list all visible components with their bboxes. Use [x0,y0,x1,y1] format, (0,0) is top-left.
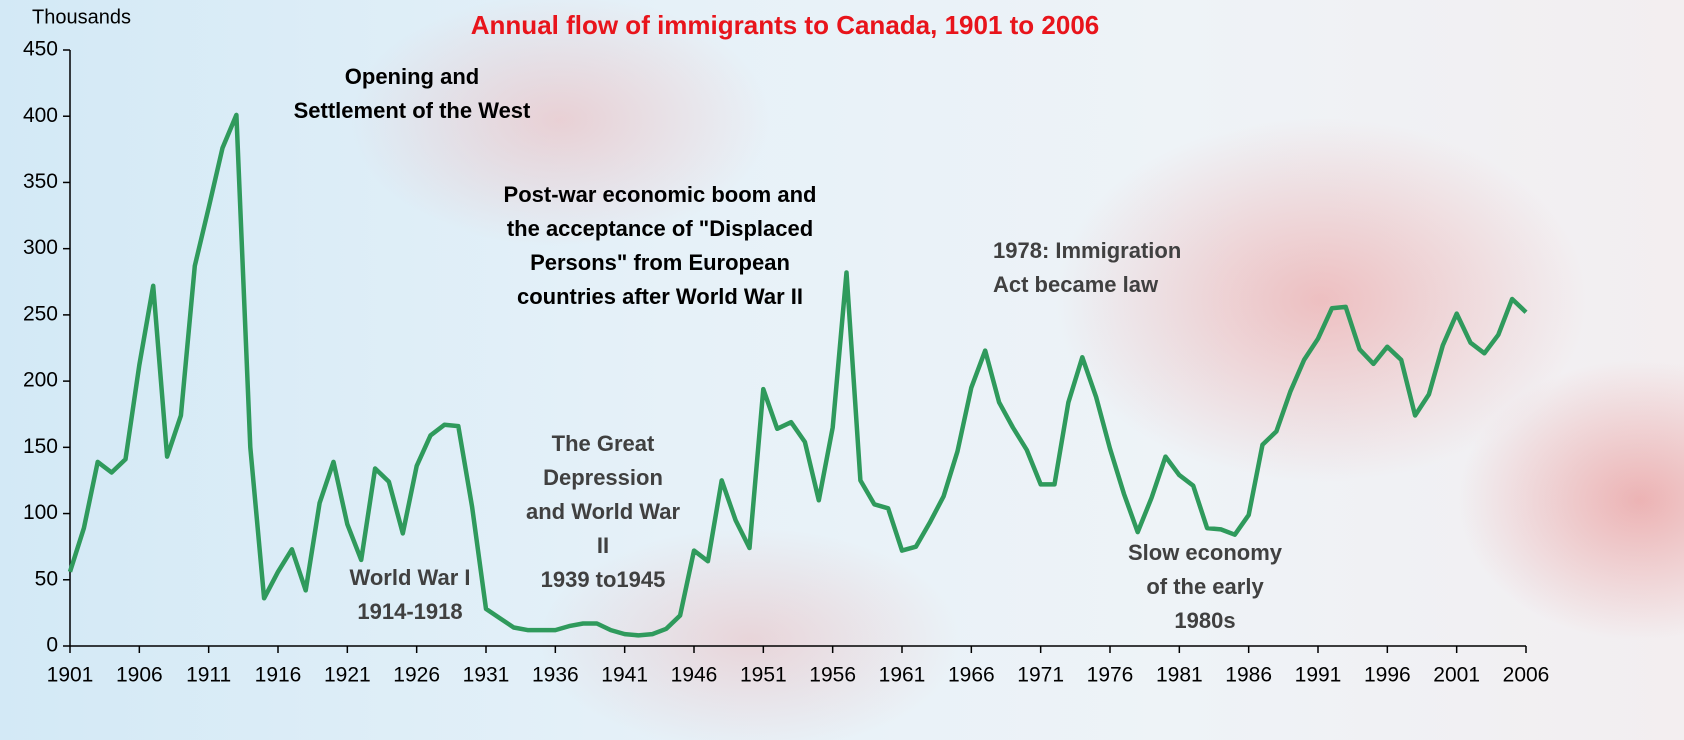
annotation: countries after World War II [517,284,803,309]
x-tick-label: 1996 [1364,664,1411,687]
y-tick-label: 350 [23,170,58,193]
annotation: of the early [1146,574,1264,599]
x-tick-label: 1946 [671,664,718,687]
x-tick-label: 1976 [1087,664,1134,687]
annotation: 1978: Immigration [993,238,1181,263]
y-tick-label: 100 [23,501,58,524]
y-tick-label: 50 [35,567,58,590]
x-tick-label: 1941 [601,664,648,687]
annotation: Slow economy [1128,540,1283,565]
annotation: Depression [543,465,663,490]
annotation: World War I [350,565,471,590]
annotation: Persons" from European [530,250,790,275]
chart-title: Annual flow of immigrants to Canada, 190… [471,10,1099,40]
x-tick-label: 1931 [463,664,510,687]
x-tick-label: 2006 [1503,664,1550,687]
annotation: 1939 to1945 [541,567,666,592]
x-tick-label: 1906 [116,664,163,687]
y-tick-label: 200 [23,369,58,392]
annotation: The Great [552,431,655,456]
annotation: 1914-1918 [357,599,462,624]
x-tick-label: 1926 [393,664,440,687]
annotation: Opening and [345,64,479,89]
y-axis-label: Thousands [32,6,131,28]
x-tick-label: 1911 [186,664,231,687]
x-tick-label: 1961 [879,664,926,687]
annotation: Settlement of the West [294,98,531,123]
y-tick-label: 0 [46,634,58,657]
annotation: II [597,533,609,558]
x-tick-label: 1981 [1156,664,1203,687]
x-tick-label: 1951 [740,664,787,687]
annotation: 1980s [1174,608,1235,633]
annotation: Post-war economic boom and [504,182,817,207]
annotation: the acceptance of "Displaced [507,216,813,241]
x-tick-label: 1966 [948,664,995,687]
x-tick-label: 1971 [1017,664,1064,687]
y-tick-label: 300 [23,236,58,259]
x-tick-label: 1901 [47,664,94,687]
y-tick-label: 400 [23,104,58,127]
annotation: and World War [526,499,680,524]
x-tick-label: 1956 [809,664,856,687]
x-tick-label: 1936 [532,664,579,687]
x-tick-label: 1921 [324,664,371,687]
y-tick-label: 450 [23,38,58,61]
x-tick-label: 2001 [1433,664,1480,687]
x-tick-label: 1991 [1295,664,1342,687]
x-tick-label: 1916 [255,664,302,687]
x-tick-label: 1986 [1225,664,1272,687]
annotation: Act became law [993,272,1159,297]
y-tick-label: 150 [23,435,58,458]
y-tick-label: 250 [23,302,58,325]
chart: Annual flow of immigrants to Canada, 190… [0,0,1684,740]
